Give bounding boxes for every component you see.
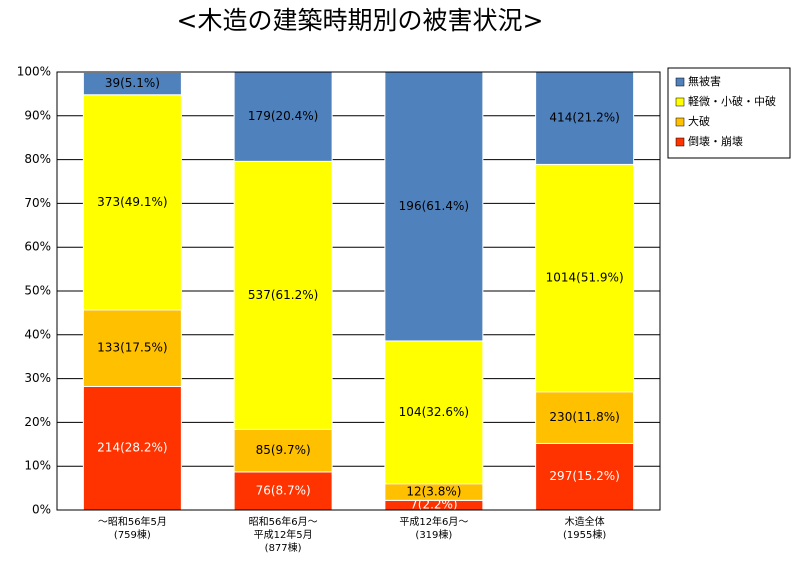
bar-segment — [82, 309, 182, 387]
x-tick-label: 平成12年6月～ (319棟) — [399, 517, 469, 541]
data-label: 214(28.2%) — [97, 441, 167, 455]
legend-swatch — [675, 117, 685, 127]
y-tick-label: 100% — [17, 65, 51, 79]
legend-swatch — [675, 97, 685, 107]
bar-segment — [384, 71, 484, 342]
bar-segment — [82, 94, 182, 311]
y-tick-label: 0% — [32, 503, 51, 517]
legend-label: 倒壊・崩壊 — [688, 134, 743, 148]
data-label: 414(21.2%) — [549, 110, 619, 124]
bar-segment — [535, 442, 635, 511]
data-label: 297(15.2%) — [549, 469, 619, 483]
chart-title: <木造の建築時期別の被害状況> — [177, 6, 544, 35]
plot-border — [56, 71, 661, 511]
data-label: 104(32.6%) — [399, 405, 469, 419]
x-tick-label: 木造全体 (1955棟) — [562, 517, 607, 541]
legend-label: 無被害 — [688, 74, 721, 88]
x-tick-label: ～昭和56年5月 (759棟) — [97, 517, 167, 541]
y-tick-label: 30% — [24, 371, 51, 385]
y-tick-label: 70% — [24, 196, 51, 210]
y-tick-label: 50% — [24, 284, 51, 298]
legend-swatch — [675, 77, 685, 87]
bar-segment — [233, 428, 333, 473]
bar-segment — [384, 340, 484, 485]
x-tick-label: 昭和56年6月～ 平成12年5月 (877棟) — [248, 517, 318, 554]
legend-label: 軽微・小破・中破 — [688, 94, 776, 108]
bar-segment — [82, 385, 182, 511]
bar-segment — [535, 391, 635, 444]
data-label: 179(20.4%) — [248, 109, 318, 123]
y-tick-label: 20% — [24, 415, 51, 429]
data-label: 7(2.2%) — [410, 498, 457, 512]
data-label: 1014(51.9%) — [546, 271, 624, 285]
y-tick-label: 90% — [24, 108, 51, 122]
bar-segment — [233, 471, 333, 511]
bar-segment — [535, 163, 635, 393]
data-label: 537(61.2%) — [248, 288, 318, 302]
y-tick-label: 60% — [24, 240, 51, 254]
data-label: 196(61.4%) — [399, 199, 469, 213]
data-label: 133(17.5%) — [97, 341, 167, 355]
data-label: 39(5.1%) — [105, 76, 160, 90]
legend-box — [667, 67, 791, 159]
bar-segment — [233, 71, 333, 162]
bar-segment — [233, 160, 333, 430]
y-tick-label: 80% — [24, 152, 51, 166]
y-tick-label: 40% — [24, 327, 51, 341]
legend-swatch — [675, 137, 685, 147]
data-label: 85(9.7%) — [256, 443, 311, 457]
y-tick-label: 10% — [24, 459, 51, 473]
bar-segment — [535, 71, 635, 165]
data-label: 76(8.7%) — [256, 483, 311, 497]
data-label: 230(11.8%) — [549, 410, 619, 424]
legend-label: 大破 — [688, 114, 710, 128]
data-label: 373(49.1%) — [97, 195, 167, 209]
data-label: 12(3.8%) — [406, 485, 461, 499]
